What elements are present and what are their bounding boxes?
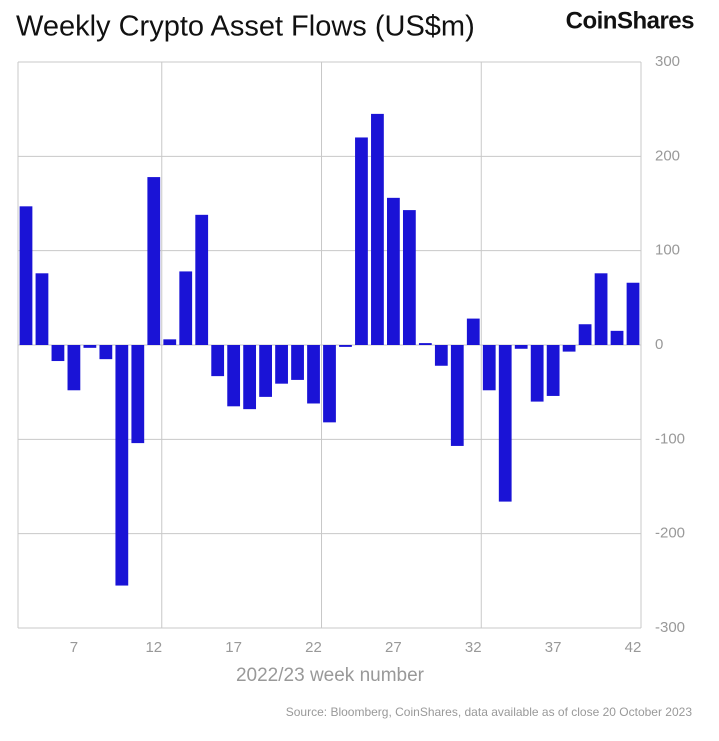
- bar: [243, 345, 257, 410]
- bar: [418, 343, 432, 345]
- bar: [195, 214, 209, 345]
- bar: [19, 206, 33, 345]
- bar: [371, 113, 384, 345]
- bar: [339, 345, 352, 347]
- bar: [99, 345, 113, 360]
- bar: [466, 318, 480, 345]
- y-tick-label: 300: [655, 53, 680, 70]
- x-tick-label: 7: [70, 639, 78, 656]
- bar: [530, 345, 544, 402]
- bar: [562, 345, 576, 352]
- bar: [498, 345, 512, 502]
- bar: [179, 271, 193, 345]
- bar: [434, 345, 448, 366]
- x-tick-label: 17: [225, 639, 242, 656]
- bar: [163, 339, 177, 345]
- bar: [450, 345, 464, 446]
- source-note: Source: Bloomberg, CoinShares, data avai…: [286, 705, 693, 719]
- bar: [275, 345, 288, 384]
- x-tick-label: 27: [385, 639, 402, 656]
- bar: [211, 345, 225, 377]
- bar: [51, 345, 65, 362]
- x-tick-label: 22: [305, 639, 322, 656]
- bar: [594, 273, 608, 345]
- bar: [259, 345, 272, 397]
- bar: [546, 345, 560, 396]
- bar: [307, 345, 320, 404]
- bar: [387, 197, 400, 345]
- bar: [83, 345, 97, 348]
- bar: [482, 345, 496, 391]
- bar: [355, 137, 368, 345]
- bar: [67, 345, 81, 391]
- bar: [115, 345, 129, 586]
- bar: [514, 345, 528, 349]
- bar: [131, 345, 145, 444]
- y-tick-label: 100: [655, 242, 680, 259]
- bar: [291, 345, 304, 380]
- x-tick-label: 12: [145, 639, 162, 656]
- x-axis-label: 2022/23 week number: [236, 665, 425, 686]
- y-tick-label: -200: [655, 525, 685, 542]
- bar: [227, 345, 241, 407]
- y-tick-label: 0: [655, 336, 663, 353]
- bar: [323, 345, 336, 423]
- x-tick-label: 42: [625, 639, 642, 656]
- x-tick-label: 32: [465, 639, 482, 656]
- bar: [578, 324, 592, 345]
- bar: [610, 330, 624, 345]
- brand-logo: CoinShares: [566, 7, 695, 34]
- bar: [626, 282, 640, 345]
- chart-title: Weekly Crypto Asset Flows (US$m): [16, 11, 475, 43]
- y-tick-label: 200: [655, 147, 680, 164]
- bar: [402, 210, 416, 345]
- bar: [147, 177, 161, 345]
- x-tick-label: 37: [545, 639, 562, 656]
- y-tick-label: -300: [655, 619, 685, 636]
- bar: [35, 273, 49, 345]
- y-tick-label: -100: [655, 430, 685, 447]
